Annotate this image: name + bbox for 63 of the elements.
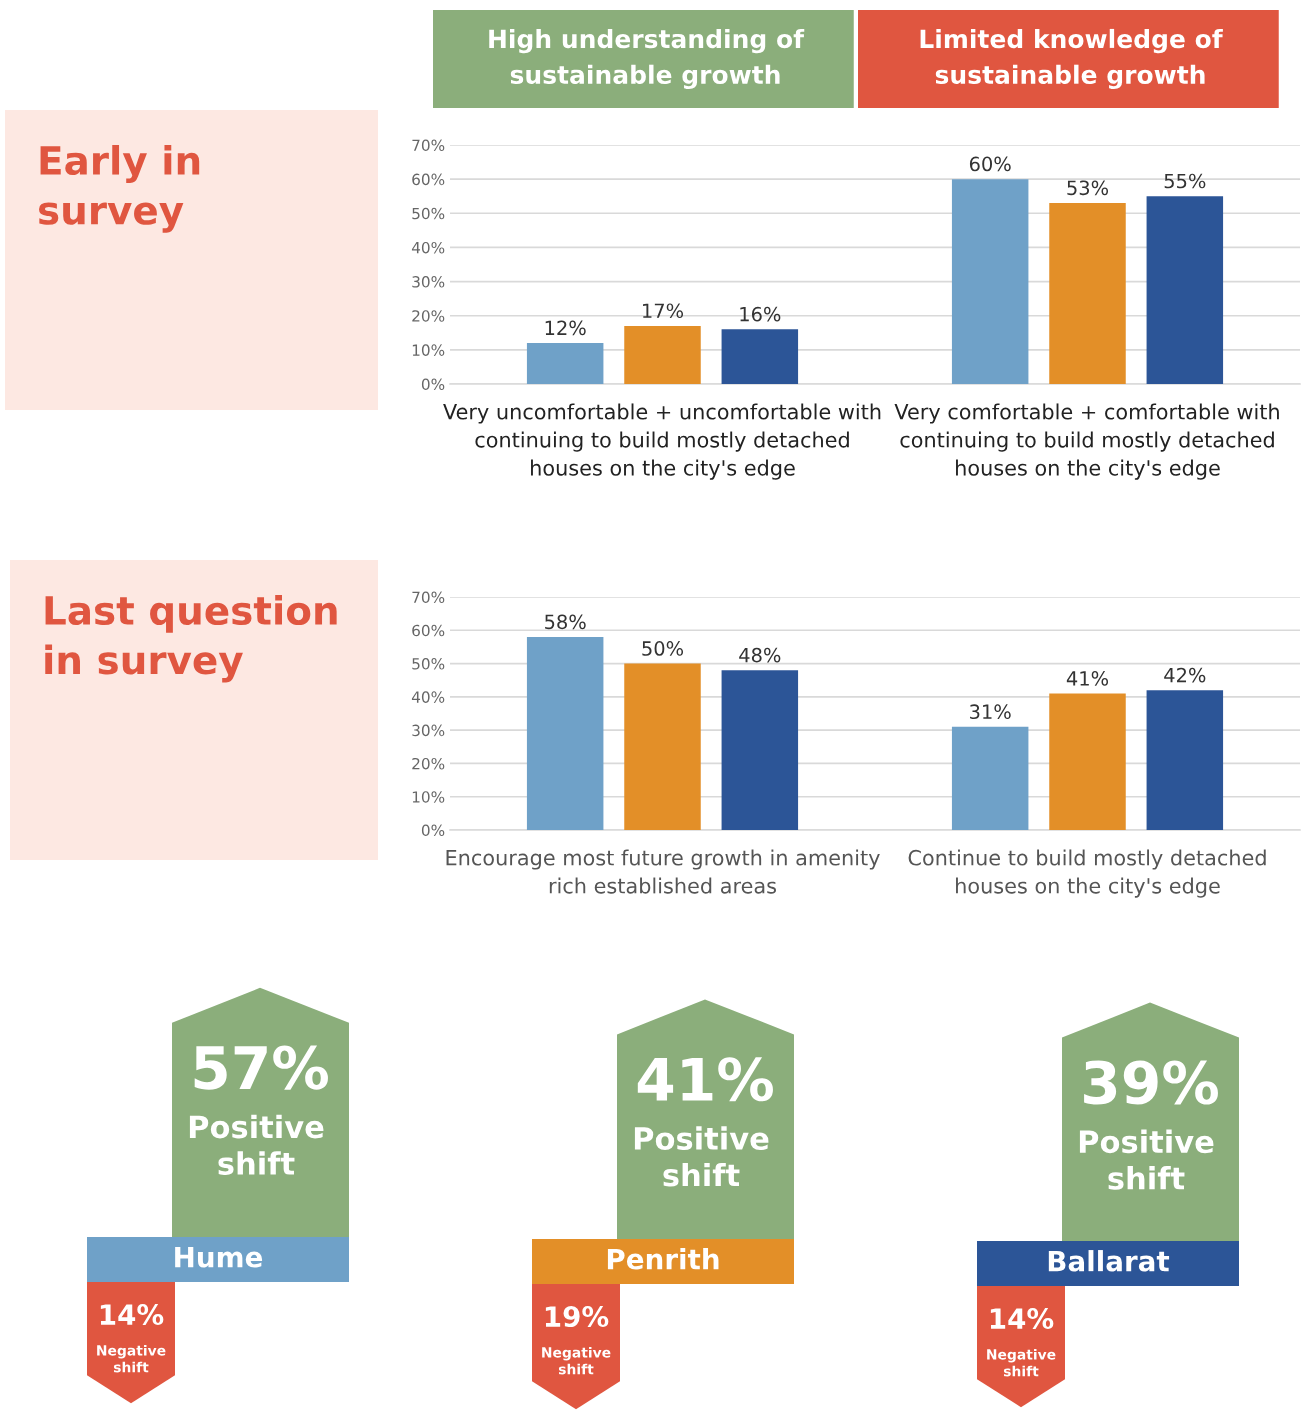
category-label: Penrith: [607, 1248, 719, 1270]
y-tick-label: 0%: [421, 824, 445, 837]
text: High understanding of sustainable growth: [489, 28, 805, 90]
data-label: 60%: [969, 156, 1011, 172]
y-tick-label: 60%: [412, 624, 445, 637]
text: Early in survey: [39, 145, 200, 233]
data-label: 39%: [1084, 1060, 1218, 1105]
bar: [1049, 693, 1126, 830]
y-tick-label: 0%: [421, 378, 445, 391]
bar: [721, 329, 799, 384]
data-label: 48%: [739, 647, 781, 663]
data-label: 41%: [637, 1057, 773, 1102]
text: Positive shift: [189, 1114, 324, 1175]
data-label: 12%: [545, 320, 586, 336]
x-tick-label: Very comfortable + comfortable with continuing to build mostly detached houses on the city's edge: [894, 403, 1279, 480]
text: Negative shift: [97, 1344, 166, 1373]
bar: [624, 325, 701, 384]
bar: [951, 726, 1029, 830]
text: Last question in survey: [45, 595, 337, 683]
y-tick-label: 40%: [411, 691, 445, 703]
y-tick-label: 10%: [412, 791, 445, 803]
data-label: 50%: [642, 641, 684, 656]
data-label: 57%: [194, 1045, 328, 1090]
bar: [1146, 196, 1224, 384]
text: Positive shift: [1079, 1129, 1214, 1190]
text: Negative shift: [542, 1346, 611, 1375]
category-label: Ballarat: [1048, 1250, 1170, 1272]
x-tick-label: Continue to build mostly detached houses on the city's edge: [908, 849, 1266, 898]
y-tick-label: 20%: [412, 310, 445, 322]
bar: [526, 343, 604, 384]
data-label: 31%: [970, 704, 1011, 720]
data-label: 16%: [740, 306, 781, 322]
series-label: Positive shift: [634, 1126, 769, 1187]
y-tick-label: 70%: [412, 139, 445, 152]
data-label: 42%: [1164, 667, 1206, 683]
bar: [1146, 690, 1224, 830]
text: Limited knowledge of sustainable growth: [920, 28, 1223, 90]
y-tick-label: 40%: [411, 241, 445, 254]
category-label: Hume: [175, 1246, 263, 1268]
data-label: 14%: [100, 1304, 164, 1326]
bar: [526, 636, 604, 830]
y-tick-label: 50%: [412, 207, 445, 220]
y-tick-label: 30%: [412, 724, 445, 737]
y-tick-label: 60%: [412, 173, 445, 186]
data-label: 19%: [545, 1306, 609, 1328]
bar: [951, 179, 1029, 384]
bar: [624, 663, 701, 830]
x-tick-label: Encourage most future growth in amenity rich established areas: [446, 849, 880, 894]
data-label: 14%: [990, 1308, 1054, 1330]
bar: [1049, 203, 1126, 384]
data-label: 17%: [643, 303, 684, 319]
bar: [721, 670, 799, 830]
data-label: 58%: [545, 614, 586, 630]
y-tick-label: 50%: [412, 658, 445, 670]
y-tick-label: 70%: [412, 591, 445, 604]
data-label: 41%: [1066, 671, 1109, 686]
y-tick-label: 30%: [412, 276, 445, 288]
data-label: 53%: [1067, 180, 1109, 196]
y-tick-label: 10%: [412, 344, 445, 356]
x-tick-label: Very uncomfortable + uncomfortable with continuing to build mostly detached houses on the city's edge: [443, 403, 881, 480]
data-label: 55%: [1164, 173, 1206, 189]
y-tick-label: 20%: [412, 757, 445, 770]
series-label: Negative shift: [987, 1348, 1056, 1377]
